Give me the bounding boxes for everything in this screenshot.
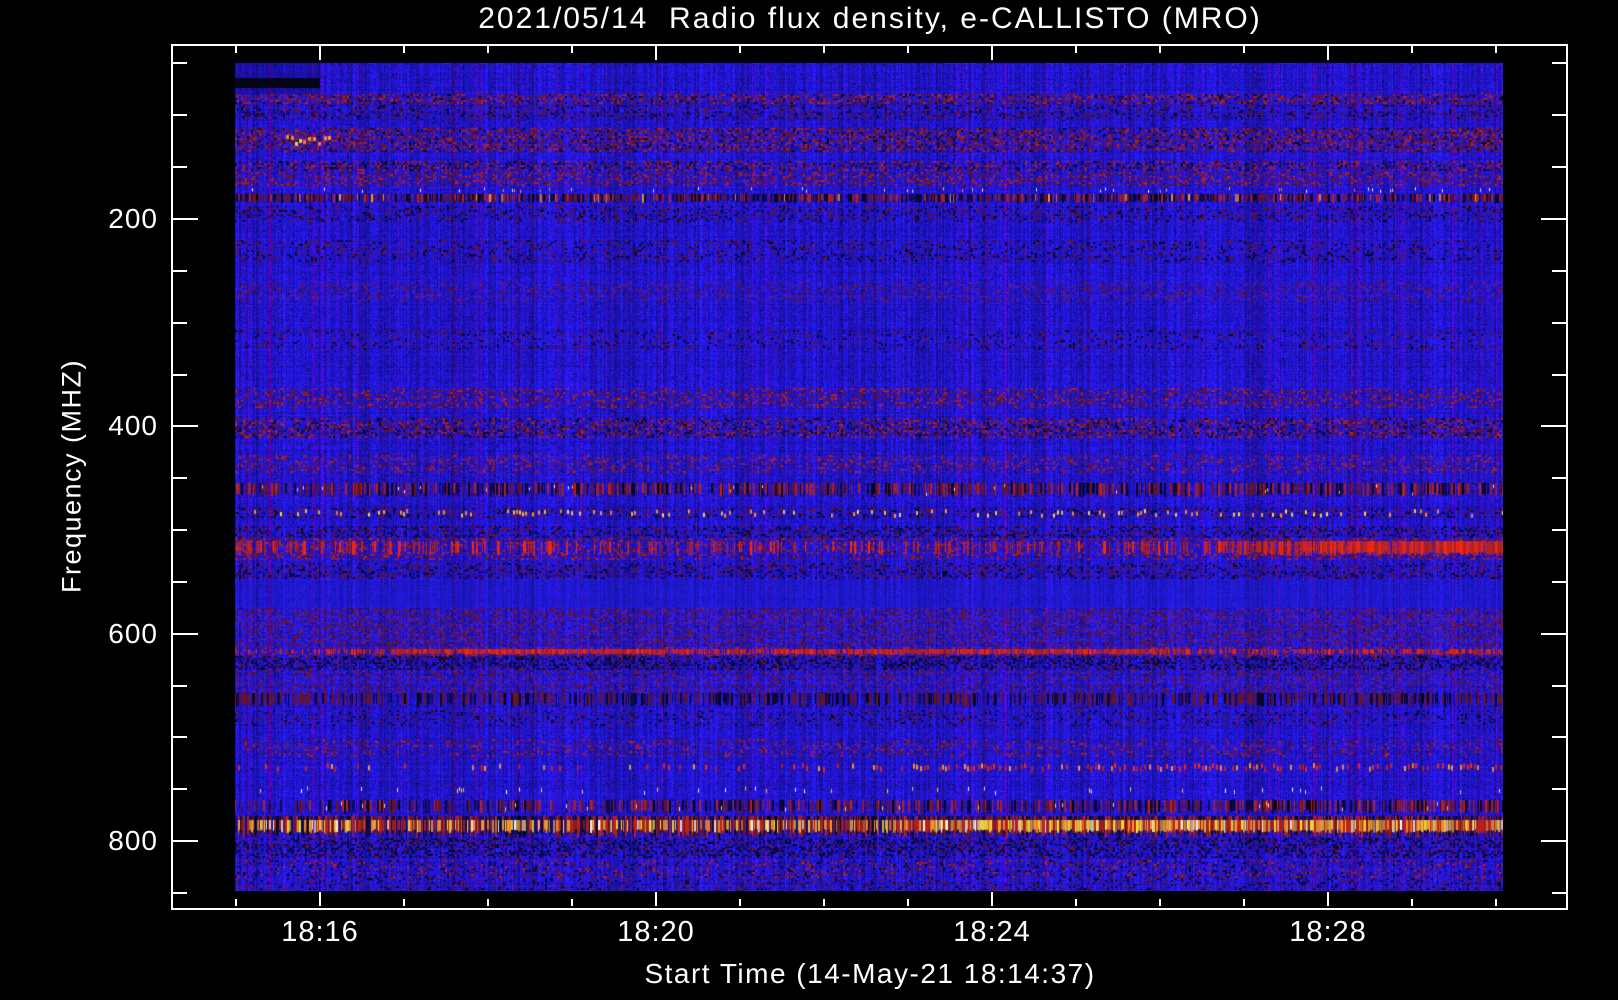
y-minor-tick [1552,788,1566,790]
y-tick-label: 200 [108,203,158,234]
x-minor-tick [1159,46,1161,53]
x-minor-tick [1243,899,1245,906]
x-major-tick [655,892,657,906]
y-minor-tick [1552,581,1566,583]
y-major-tick [173,633,198,635]
x-minor-tick [1159,899,1161,906]
y-major-tick [1541,218,1566,220]
plot-title: 2021/05/14 Radio flux density, e-CALLIST… [478,2,1262,35]
y-major-tick [1541,840,1566,842]
y-minor-tick [1552,892,1566,894]
y-minor-tick [1552,374,1566,376]
x-major-tick [319,892,321,906]
y-minor-tick [1552,477,1566,479]
y-minor-tick [173,477,187,479]
y-minor-tick [173,114,187,116]
x-minor-tick [823,899,825,906]
x-minor-tick [235,46,237,53]
x-minor-tick [1075,46,1077,53]
x-major-tick [1327,46,1329,60]
x-minor-tick [1495,899,1497,906]
x-major-tick [655,46,657,60]
y-minor-tick [1552,736,1566,738]
y-minor-tick [1552,166,1566,168]
y-minor-tick [173,374,187,376]
y-major-tick [173,840,198,842]
y-major-tick [1541,633,1566,635]
x-minor-tick [1495,46,1497,53]
x-minor-tick [823,46,825,53]
x-tick-label: 18:24 [953,916,1031,948]
x-minor-tick [571,46,573,53]
x-tick-label: 18:20 [617,916,695,948]
y-tick-label: 600 [108,618,158,649]
spectrogram-heatmap [235,63,1503,891]
y-minor-tick [173,892,187,894]
y-major-tick [173,425,198,427]
y-minor-tick [173,788,187,790]
x-major-tick [991,46,993,60]
x-minor-tick [739,46,741,53]
x-minor-tick [403,46,405,53]
y-major-tick [173,218,198,220]
x-minor-tick [739,899,741,906]
y-tick-label: 400 [108,410,158,441]
y-minor-tick [173,62,187,64]
y-major-tick [1541,425,1566,427]
x-major-tick [1327,892,1329,906]
plot-frame [171,44,1568,910]
x-minor-tick [487,899,489,906]
x-minor-tick [403,899,405,906]
x-minor-tick [1411,46,1413,53]
y-minor-tick [173,685,187,687]
y-minor-tick [173,166,187,168]
x-major-tick [319,46,321,60]
y-minor-tick [1552,62,1566,64]
x-major-tick [991,892,993,906]
x-axis-label: Start Time (14-May-21 18:14:37) [644,958,1096,989]
x-minor-tick [1075,899,1077,906]
x-minor-tick [1411,899,1413,906]
x-minor-tick [907,899,909,906]
x-tick-label: 18:16 [281,916,359,948]
y-minor-tick [1552,322,1566,324]
y-minor-tick [173,270,187,272]
y-minor-tick [1552,685,1566,687]
x-tick-label: 18:28 [1289,916,1367,948]
y-minor-tick [173,736,187,738]
x-minor-tick [571,899,573,906]
y-minor-tick [173,581,187,583]
y-minor-tick [1552,114,1566,116]
x-minor-tick [235,899,237,906]
y-minor-tick [173,322,187,324]
x-minor-tick [487,46,489,53]
y-tick-label: 800 [108,825,158,856]
y-minor-tick [1552,270,1566,272]
y-axis-label: Frequency (MHZ) [56,358,87,594]
x-minor-tick [1243,46,1245,53]
x-minor-tick [907,46,909,53]
y-minor-tick [173,529,187,531]
y-minor-tick [1552,529,1566,531]
